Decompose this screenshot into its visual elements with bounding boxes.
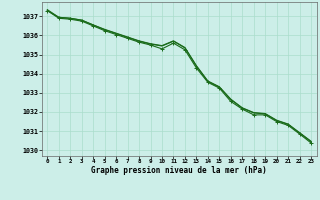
X-axis label: Graphe pression niveau de la mer (hPa): Graphe pression niveau de la mer (hPa) (91, 166, 267, 175)
